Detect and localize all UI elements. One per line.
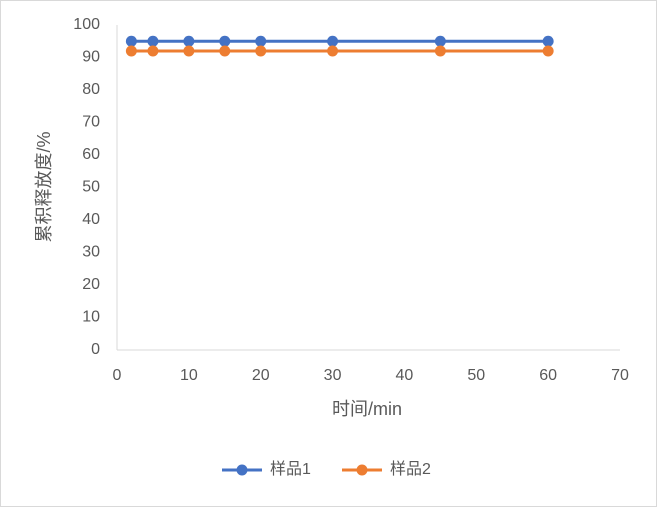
- y-tick-label: 10: [82, 309, 100, 326]
- point: [183, 35, 195, 47]
- point: [327, 45, 339, 57]
- x-tick-label: 20: [252, 367, 270, 384]
- legend-label: 样品2: [390, 460, 431, 478]
- point: [434, 35, 446, 47]
- y-tick-label: 70: [82, 114, 100, 131]
- point: [219, 35, 231, 47]
- y-tick-label: 20: [82, 276, 100, 293]
- point: [147, 45, 159, 57]
- point: [147, 35, 159, 47]
- y-tick-label: 0: [91, 341, 100, 358]
- y-tick-label: 50: [82, 179, 100, 196]
- y-tick-label: 100: [73, 16, 100, 33]
- x-axis-title: 时间/min: [332, 399, 402, 419]
- point: [125, 45, 137, 57]
- y-tick-label: 40: [82, 211, 100, 228]
- point: [542, 35, 554, 47]
- y-tick-label: 60: [82, 146, 100, 163]
- point: [183, 45, 195, 57]
- y-tick-label: 80: [82, 81, 100, 98]
- x-tick-label: 40: [396, 367, 414, 384]
- x-tick-label: 70: [611, 367, 629, 384]
- y-tick-label: 30: [82, 244, 100, 261]
- point: [542, 45, 554, 57]
- point: [327, 35, 339, 47]
- point: [219, 45, 231, 57]
- legend-marker: [356, 464, 368, 476]
- x-tick-label: 50: [467, 367, 485, 384]
- point: [255, 35, 267, 47]
- point: [434, 45, 446, 57]
- legend-label: 样品1: [270, 460, 311, 478]
- x-tick-label: 0: [113, 367, 122, 384]
- point: [255, 45, 267, 57]
- y-axis-title: 累积释放度/%: [34, 131, 54, 242]
- y-tick-label: 90: [82, 49, 100, 66]
- legend-marker: [236, 464, 248, 476]
- x-tick-label: 30: [324, 367, 342, 384]
- point: [125, 35, 137, 47]
- x-tick-label: 60: [539, 367, 557, 384]
- x-tick-label: 10: [180, 367, 198, 384]
